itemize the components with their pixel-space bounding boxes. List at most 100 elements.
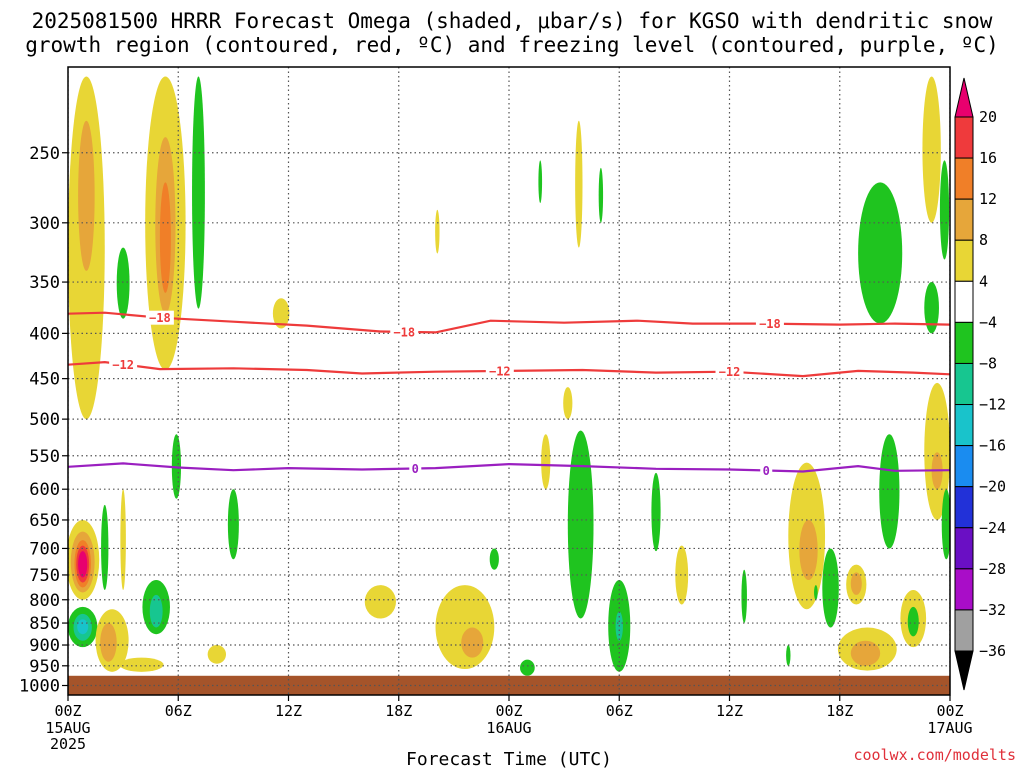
omega-region-28 xyxy=(100,623,117,662)
omega-region-51 xyxy=(822,548,839,628)
colorbar-label: −32 xyxy=(979,601,1006,619)
omega-region-42 xyxy=(567,430,594,619)
contour-label-dgz-12: −12 xyxy=(112,358,134,372)
omega-region-39 xyxy=(461,627,484,658)
x-tick-label-2: 12Z xyxy=(275,702,302,720)
y-tick-label-250: 250 xyxy=(29,144,60,164)
contour-dgz-18 xyxy=(68,311,950,334)
omega-region-13 xyxy=(858,182,903,324)
omega-region-4 xyxy=(159,182,171,293)
omega-region-54 xyxy=(850,572,862,595)
x-tick-label-5: 06Z xyxy=(606,702,633,720)
colorbar-label: −24 xyxy=(979,519,1006,537)
omega-region-10 xyxy=(575,120,583,248)
omega-region-1 xyxy=(78,120,95,271)
x-tick-label-3: 18Z xyxy=(385,702,412,720)
omega-region-58 xyxy=(907,606,919,637)
colorbar-top-arrow xyxy=(954,77,974,118)
chart-title-line-2: growth region (contoured, red, ºC) and f… xyxy=(25,33,999,57)
colorbar-swatch-2 xyxy=(954,157,974,200)
y-tick-label-550: 550 xyxy=(29,447,60,467)
omega-region-59 xyxy=(941,489,950,560)
y-tick-label-600: 600 xyxy=(29,480,60,500)
omega-region-60 xyxy=(814,585,818,600)
colorbar-label: −28 xyxy=(979,560,1006,578)
contour-label-freezing-level: 0 xyxy=(763,464,770,478)
omega-region-46 xyxy=(651,472,661,552)
omega-region-56 xyxy=(850,640,881,666)
omega-region-43 xyxy=(541,434,551,490)
contour-freezing-level xyxy=(68,462,950,473)
x-tick-label-8: 00Z xyxy=(936,702,963,720)
x-tick-label-6: 12Z xyxy=(716,702,743,720)
contour-label-dgz-18: −18 xyxy=(149,311,171,325)
credit-text: coolwx.com/modelts xyxy=(853,746,1016,764)
contour-label-bg xyxy=(715,364,744,379)
colorbar-label: 8 xyxy=(979,231,988,249)
colorbar-label: 20 xyxy=(979,108,997,126)
contour-label-bg xyxy=(755,316,784,331)
omega-region-8 xyxy=(435,209,440,254)
x-axis-label: Forecast Time (UTC) xyxy=(406,749,612,768)
omega-region-14 xyxy=(922,76,941,223)
contour-label-bg xyxy=(109,357,138,372)
x-tick-sublabel: 17AUG xyxy=(927,719,972,737)
omega-region-61 xyxy=(786,645,791,666)
contour-label-dgz-18: −18 xyxy=(759,317,781,331)
colorbar-label: −8 xyxy=(979,354,997,372)
omega-region-12 xyxy=(563,387,573,420)
omega-region-50 xyxy=(799,519,818,581)
omega-region-37 xyxy=(364,585,396,619)
y-tick-label-900: 900 xyxy=(29,636,60,656)
colorbar-swatch-12 xyxy=(954,568,974,611)
colorbar-swatch-13 xyxy=(954,609,974,652)
contour-label-dgz-12: −12 xyxy=(719,365,741,379)
colorbar-swatch-3 xyxy=(954,198,974,241)
omega-region-11 xyxy=(598,167,604,223)
contour-label-dgz-12: −12 xyxy=(489,364,511,378)
y-tick-label-750: 750 xyxy=(29,566,60,586)
colorbar-label: 12 xyxy=(979,190,997,208)
contour-label-bg xyxy=(409,461,422,476)
omega-region-7 xyxy=(272,298,290,329)
contour-label-bg xyxy=(145,310,174,325)
y-tick-label-300: 300 xyxy=(29,214,60,234)
y-tick-label-950: 950 xyxy=(29,657,60,677)
omega-region-31 xyxy=(120,489,126,591)
contour-label-bg xyxy=(485,363,514,378)
x-tick-label-1: 06Z xyxy=(165,702,192,720)
colorbar-swatch-9 xyxy=(954,445,974,488)
colorbar-label: 4 xyxy=(979,272,988,290)
omega-region-36 xyxy=(207,645,227,664)
y-tick-label-400: 400 xyxy=(29,324,60,344)
contour-label-freezing-level: 0 xyxy=(412,462,419,476)
omega-region-33 xyxy=(149,594,163,628)
colorbar-swatch-5 xyxy=(954,280,974,323)
omega-region-17 xyxy=(924,382,950,520)
colorbar-label: −12 xyxy=(979,396,1006,414)
colorbar-label: −20 xyxy=(979,478,1006,496)
omega-region-29 xyxy=(119,657,164,672)
omega-region-48 xyxy=(741,569,747,624)
contour-label-bg xyxy=(390,324,419,339)
y-tick-label-450: 450 xyxy=(29,370,60,390)
omega-region-9 xyxy=(538,160,543,204)
colorbar-label: −16 xyxy=(979,437,1006,455)
omega-region-41 xyxy=(520,659,535,676)
y-tick-label-1000: 1000 xyxy=(19,677,60,697)
colorbar-swatch-10 xyxy=(954,486,974,529)
colorbar-label: 16 xyxy=(979,149,997,167)
y-tick-label-500: 500 xyxy=(29,410,60,430)
colorbar-swatch-4 xyxy=(954,239,974,282)
omega-region-23 xyxy=(78,551,88,578)
contour-label-dgz-18: −18 xyxy=(393,325,415,339)
omega-region-26 xyxy=(77,619,89,635)
colorbar-swatch-7 xyxy=(954,362,974,406)
x-tick-label-7: 18Z xyxy=(826,702,853,720)
y-tick-label-800: 800 xyxy=(29,591,60,611)
omega-region-30 xyxy=(101,504,109,591)
colorbar-swatch-8 xyxy=(954,404,974,447)
colorbar-bottom-arrow xyxy=(954,650,974,691)
omega-region-6 xyxy=(116,247,130,319)
